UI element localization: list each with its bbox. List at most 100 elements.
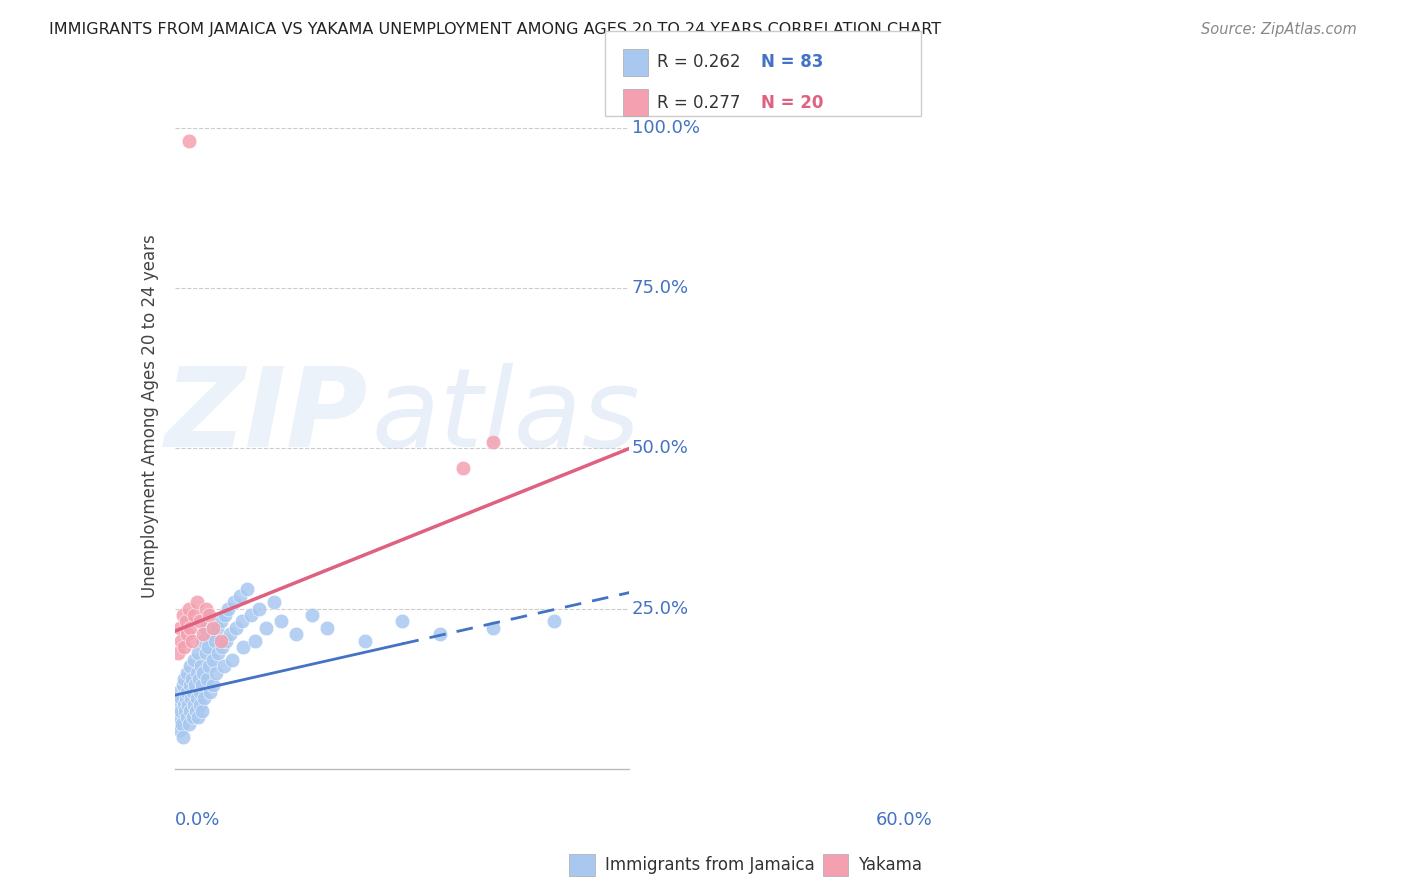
Point	[188, 698, 211, 712]
Point	[169, 704, 191, 718]
Point	[190, 659, 212, 673]
Point	[167, 647, 190, 661]
Point	[225, 621, 247, 635]
Text: IMMIGRANTS FROM JAMAICA VS YAKAMA UNEMPLOYMENT AMONG AGES 20 TO 24 YEARS CORRELA: IMMIGRANTS FROM JAMAICA VS YAKAMA UNEMPL…	[49, 22, 942, 37]
Point	[285, 627, 308, 641]
Text: Yakama: Yakama	[858, 856, 922, 874]
Point	[202, 621, 225, 635]
Point	[167, 685, 190, 699]
Point	[188, 615, 211, 629]
Point	[181, 633, 204, 648]
Point	[228, 589, 250, 603]
Text: 60.0%: 60.0%	[876, 811, 932, 829]
Point	[174, 704, 197, 718]
Point	[186, 595, 208, 609]
Point	[315, 621, 337, 635]
Point	[207, 647, 229, 661]
Point	[232, 640, 254, 654]
Point	[240, 607, 263, 622]
Point	[191, 633, 214, 648]
Point	[172, 730, 194, 744]
Point	[180, 691, 202, 706]
Point	[181, 672, 204, 686]
Point	[214, 607, 236, 622]
Point	[191, 678, 214, 692]
Text: ZIP: ZIP	[165, 363, 368, 470]
Point	[218, 627, 240, 641]
Point	[169, 621, 191, 635]
Point	[254, 621, 277, 635]
Point	[177, 134, 200, 148]
Point	[179, 659, 201, 673]
Text: R = 0.277: R = 0.277	[657, 94, 740, 112]
Point	[198, 607, 221, 622]
Point	[172, 607, 194, 622]
Point	[195, 672, 218, 686]
Point	[179, 678, 201, 692]
Point	[170, 691, 193, 706]
Point	[172, 717, 194, 731]
Point	[194, 647, 217, 661]
Point	[205, 665, 228, 680]
Point	[183, 607, 205, 622]
Point	[174, 691, 197, 706]
Point	[177, 601, 200, 615]
Point	[186, 665, 208, 680]
Point	[183, 698, 205, 712]
Point	[191, 704, 214, 718]
Text: N = 83: N = 83	[761, 54, 823, 71]
Point	[166, 698, 188, 712]
Point	[188, 685, 211, 699]
Point	[179, 704, 201, 718]
Point	[186, 691, 208, 706]
Point	[177, 717, 200, 731]
Point	[187, 672, 209, 686]
Point	[221, 653, 243, 667]
Point	[176, 627, 198, 641]
Point	[183, 653, 205, 667]
Text: 50.0%: 50.0%	[631, 440, 689, 458]
Point	[236, 582, 259, 597]
Text: 100.0%: 100.0%	[631, 120, 700, 137]
Point	[391, 615, 413, 629]
Point	[209, 633, 232, 648]
Point	[263, 595, 285, 609]
Point	[176, 710, 198, 724]
Point	[211, 640, 233, 654]
Point	[482, 435, 505, 450]
Text: 75.0%: 75.0%	[631, 279, 689, 297]
Point	[176, 685, 198, 699]
Point	[451, 460, 474, 475]
Point	[173, 698, 195, 712]
Point	[184, 678, 207, 692]
Point	[201, 627, 224, 641]
Point	[173, 640, 195, 654]
Point	[194, 621, 217, 635]
Point	[176, 665, 198, 680]
Point	[482, 621, 505, 635]
Point	[205, 621, 228, 635]
Text: Source: ZipAtlas.com: Source: ZipAtlas.com	[1201, 22, 1357, 37]
Point	[301, 607, 323, 622]
Text: atlas: atlas	[371, 363, 640, 470]
Text: 0.0%: 0.0%	[176, 811, 221, 829]
Point	[183, 685, 205, 699]
Point	[174, 615, 197, 629]
Point	[231, 615, 253, 629]
Point	[187, 710, 209, 724]
Point	[169, 723, 191, 738]
Point	[224, 595, 246, 609]
Point	[198, 685, 221, 699]
Point	[247, 601, 270, 615]
Point	[194, 601, 217, 615]
Point	[209, 615, 232, 629]
Text: Immigrants from Jamaica: Immigrants from Jamaica	[605, 856, 814, 874]
Point	[179, 621, 201, 635]
Point	[202, 653, 225, 667]
Point	[181, 710, 204, 724]
Point	[215, 633, 238, 648]
Point	[353, 633, 375, 648]
Point	[173, 672, 195, 686]
Point	[172, 678, 194, 692]
Point	[193, 665, 215, 680]
